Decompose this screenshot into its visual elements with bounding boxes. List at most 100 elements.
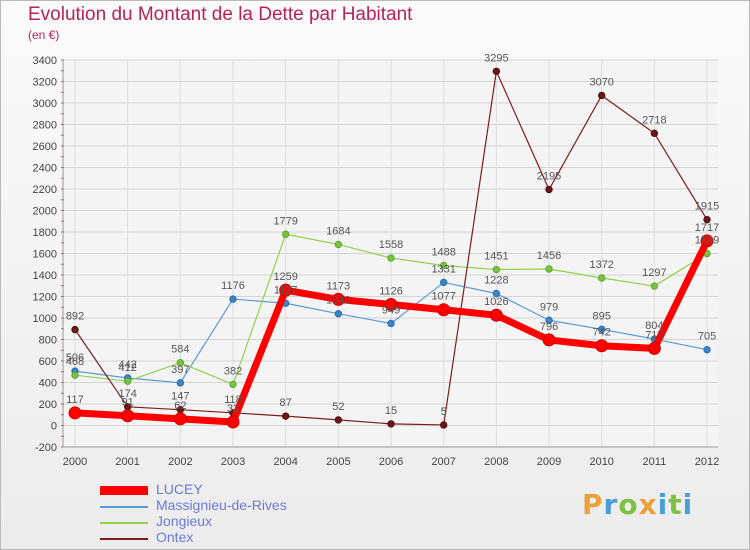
x-tick-label: 2001 [115,456,139,468]
data-label: 1599 [695,235,719,247]
chart-subtitle: (en €) [28,28,60,42]
data-label: 1137 [274,284,298,296]
data-point [123,377,132,385]
data-point [647,341,661,355]
data-point [279,283,293,297]
y-tick-label: 800 [39,335,57,347]
data-point [650,129,659,138]
data-point [281,230,290,238]
data-point [598,91,606,100]
data-label: 584 [171,344,189,356]
data-label: 382 [224,365,242,377]
x-tick-label: 2006 [379,456,403,468]
data-label: 62 [174,400,186,412]
legend-swatch-massignieu [100,506,148,508]
legend-swatch-jongieux [100,522,148,524]
data-label: 705 [698,331,716,343]
data-label: 506 [66,352,84,364]
data-label: 742 [593,327,611,339]
y-tick-label: 1800 [33,227,57,239]
y-tick-label: 1000 [33,313,57,325]
data-label: 33 [227,403,239,415]
data-point [650,282,659,290]
data-label: 1456 [537,250,561,262]
data-label: 1259 [273,271,297,283]
data-point [439,261,448,270]
logo-letter: x [638,488,658,521]
data-point [492,265,501,274]
data-point [387,420,395,428]
data-point [71,371,79,379]
data-label: 118 [224,394,242,406]
data-point [492,289,501,298]
data-point [71,325,79,334]
x-tick-label: 2004 [273,456,297,468]
data-label: 1717 [695,222,719,234]
data-point [595,339,609,353]
data-label: 1915 [695,201,719,213]
legend-swatch-ontex [100,538,148,540]
data-point [703,215,711,224]
logo-letter: r [603,488,619,521]
data-point [281,412,290,420]
data-label: 5 [441,406,447,418]
data-point [489,308,503,322]
series-lucey [68,234,714,429]
data-label: 2718 [642,114,666,126]
data-label: 117 [66,394,84,406]
y-tick-label: 200 [39,399,57,411]
y-tick-label: 2600 [33,141,57,153]
data-label: 1779 [273,215,297,227]
data-label: 1176 [221,280,245,292]
data-label: 52 [332,401,344,413]
data-point [439,421,448,429]
x-tick-label: 2009 [537,456,561,468]
data-point [598,274,606,282]
data-point [545,265,553,273]
logo-letter: P [582,488,604,521]
data-label: 1372 [589,259,613,271]
y-tick-label: 600 [39,356,57,368]
logo-letter: t [668,488,683,521]
data-point [176,379,185,387]
data-label: 2195 [537,171,561,183]
y-tick-label: 2400 [33,163,57,175]
data-label: 1684 [326,225,350,237]
y-tick-label: 400 [39,378,57,390]
y-tick-label: 1600 [33,249,57,261]
data-label: 979 [540,301,558,313]
y-tick-label: 1400 [33,270,57,282]
x-tick-label: 2005 [326,456,350,468]
data-label: 1488 [431,247,455,259]
data-label: 3295 [484,52,508,64]
data-label: 804 [645,320,663,332]
data-point [437,303,451,317]
data-point [226,415,240,429]
legend-label: Jongieux [156,513,213,529]
data-label: 1040 [326,295,350,307]
data-point [598,325,606,333]
data-point [331,292,345,306]
data-point [387,254,395,262]
data-point [439,278,448,287]
data-label: 895 [593,310,611,322]
data-label: 468 [66,356,84,368]
y-tick-label: -200 [35,442,57,454]
proxiti-logo: Proxiti [582,488,693,521]
x-tick-label: 2007 [431,456,455,468]
data-point [229,380,237,389]
data-point [173,412,187,426]
data-label: 397 [171,364,189,376]
data-label: 412 [118,362,136,374]
chart-title: Evolution du Montant de la Dette par Hab… [28,4,413,25]
data-label: 717 [645,329,663,341]
y-tick-label: 0 [51,421,57,433]
data-point [545,316,553,324]
y-tick-label: 2000 [33,206,57,218]
logo-letter: i [682,488,694,521]
legend-label: Massignieu-de-Rives [156,497,287,513]
series-ontex [71,67,711,429]
data-label: 174 [118,388,136,400]
legend-swatch-lucey [100,486,148,495]
data-label: 87 [280,397,292,409]
